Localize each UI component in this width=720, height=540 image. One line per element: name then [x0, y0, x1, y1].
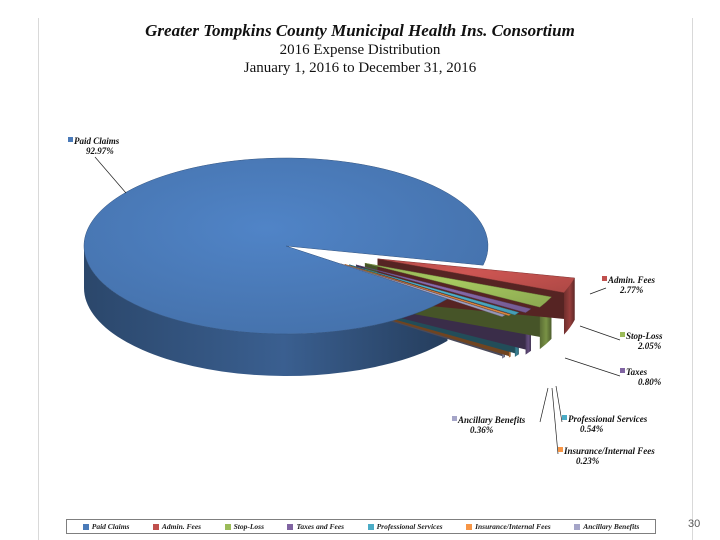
legend-label: Ancillary Benefits	[583, 522, 640, 531]
slide-frame	[38, 18, 693, 540]
label-name-admin-fees: Admin. Fees	[607, 275, 656, 285]
pie-slice-ancillary-benefits	[340, 263, 506, 317]
legend-label: Stop-Loss	[233, 522, 264, 531]
label-value-professional-services: 0.54%	[580, 424, 604, 434]
label-value-paid-claims: 92.97%	[86, 146, 114, 156]
legend-label: Admin. Fees	[161, 522, 202, 531]
label-name-paid-claims: Paid Claims	[74, 136, 120, 146]
legend-item-admin-fees: Admin. Fees	[152, 522, 202, 531]
chart-title-block: Greater Tompkins County Municipal Health…	[0, 20, 720, 77]
label-value-taxes: 0.80%	[638, 377, 662, 387]
legend-swatch	[82, 523, 89, 530]
pie-slice-admin-fees	[377, 258, 576, 293]
label-name-stop-loss: Stop-Loss	[626, 331, 663, 341]
legend-swatch	[574, 523, 581, 530]
legend-swatch	[466, 523, 473, 530]
pie-slice-professional-services	[349, 264, 520, 316]
pie-slice-insurance-internal-fees	[344, 264, 512, 316]
label-name-taxes: Taxes	[626, 367, 648, 377]
label-value-ancillary-benefits: 0.36%	[470, 425, 494, 435]
label-name-ancillary-benefits: Ancillary Benefits	[457, 415, 526, 425]
pie-slice-taxes	[355, 264, 532, 313]
legend-label: Professional Services	[376, 522, 443, 531]
label-name-professional-services: Professional Services	[568, 414, 648, 424]
legend-item-paid-claims: Paid Claims	[82, 522, 130, 531]
chart-subtitle: 2016 Expense Distribution	[279, 42, 441, 58]
legend-item-taxes-and-fees: Taxes and Fees	[287, 522, 344, 531]
chart-title: Greater Tompkins County Municipal Health…	[145, 21, 575, 40]
legend-swatch	[224, 523, 231, 530]
label-value-admin-fees: 2.77%	[619, 285, 644, 295]
legend-swatch	[152, 523, 159, 530]
legend-label: Insurance/Internal Fees	[475, 522, 551, 531]
legend-label: Paid Claims	[91, 522, 130, 531]
page-number: 30	[688, 518, 701, 530]
pie-slice-paid-claims	[83, 157, 489, 335]
label-name-insurance-internal-fees: Insurance/Internal Fees	[563, 446, 655, 456]
chart-legend: Paid Claims Admin. Fees Stop-Loss Taxes and…	[66, 519, 656, 534]
pie-slice-stop-loss	[364, 262, 552, 308]
label-value-stop-loss: 2.05%	[637, 341, 662, 351]
label-value-insurance-internal-fees: 0.23%	[576, 456, 600, 466]
legend-item-ancillary-benefits: Ancillary Benefits	[574, 522, 639, 531]
legend-label: Taxes and Fees	[296, 522, 345, 531]
legend-swatch	[287, 523, 294, 530]
legend-item-professional-services: Professional Services	[367, 522, 443, 531]
legend-item-insurance-internal-fees: Insurance/Internal Fees	[466, 522, 551, 531]
legend-swatch	[367, 523, 374, 530]
chart-period: January 1, 2016 to December 31, 2016	[243, 60, 477, 76]
legend-item-stop-loss: Stop-Loss	[224, 522, 264, 531]
